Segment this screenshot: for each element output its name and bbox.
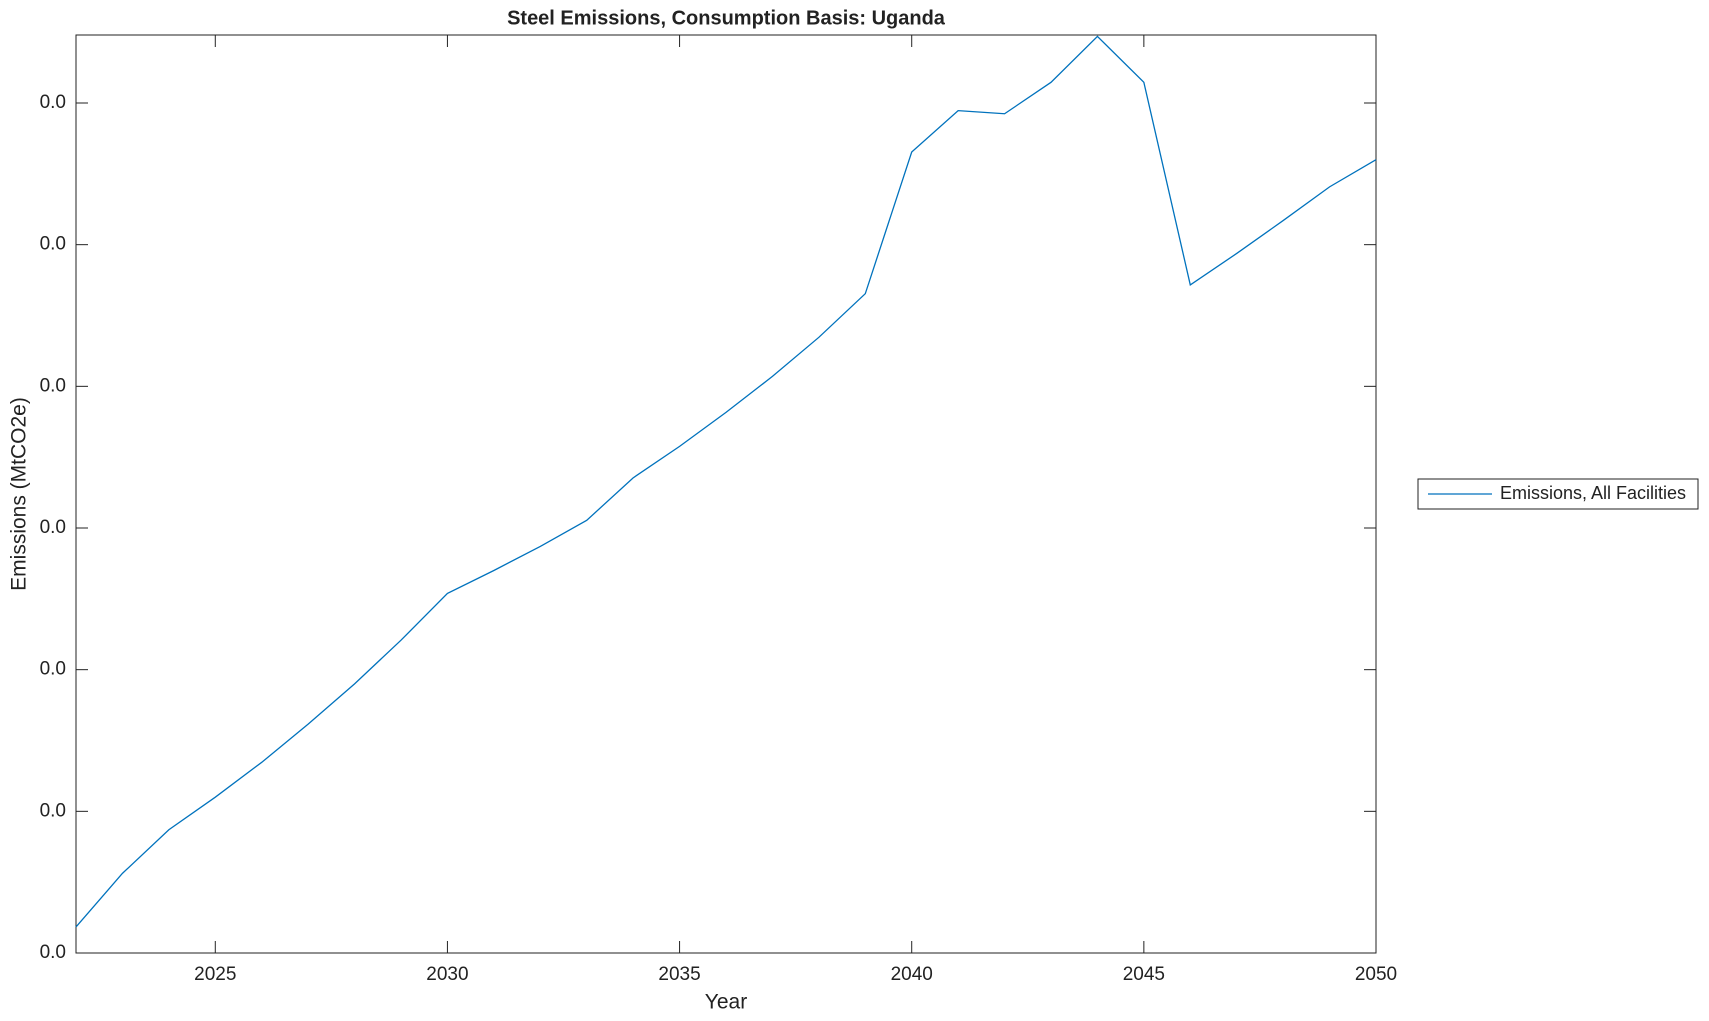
x-tick-label: 2025 bbox=[194, 964, 236, 985]
chart-title: Steel Emissions, Consumption Basis: Ugan… bbox=[507, 7, 946, 29]
x-tick-label: 2040 bbox=[891, 964, 933, 985]
y-tick-label: 0.0 bbox=[40, 234, 66, 255]
x-tick-label: 2050 bbox=[1355, 964, 1397, 985]
y-tick-label: 0.0 bbox=[40, 375, 66, 396]
y-tick-label: 0.0 bbox=[40, 517, 66, 538]
y-tick-label: 0.0 bbox=[40, 659, 66, 680]
x-axis-label: Year bbox=[705, 991, 747, 1014]
x-tick-label: 2045 bbox=[1123, 964, 1165, 985]
y-tick-label: 0.0 bbox=[40, 800, 66, 821]
y-axis-label: Emissions (MtCO2e) bbox=[8, 397, 31, 591]
legend-label: Emissions, All Facilities bbox=[1500, 483, 1686, 503]
plot-frame bbox=[75, 34, 1377, 954]
x-tick-label: 2030 bbox=[426, 964, 468, 985]
x-tick-label: 2035 bbox=[658, 964, 700, 985]
y-tick-label: 0.0 bbox=[40, 92, 66, 113]
y-tick-label: 0.0 bbox=[40, 942, 66, 963]
line-series bbox=[75, 35, 1377, 928]
